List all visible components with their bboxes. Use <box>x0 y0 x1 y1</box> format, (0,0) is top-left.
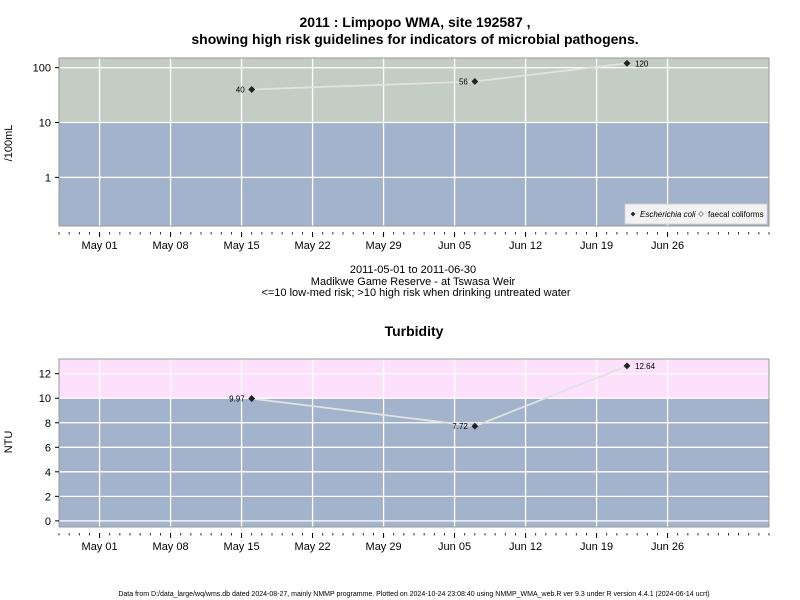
chart2-data-label-0: 9.97 <box>229 395 245 404</box>
risk-guideline-note: <=10 low-med risk; >10 high risk when dr… <box>261 287 570 299</box>
chart1-data-label-1: 56 <box>459 77 468 86</box>
chart2-ytick-label: 12 <box>39 369 51 381</box>
chart2-ytick-label: 8 <box>45 418 51 430</box>
chart2-ylabel: NTU <box>3 431 15 454</box>
chart1-subtitle: showing high risk guidelines for indicat… <box>191 31 638 47</box>
chart2-data-label-2: 12.64 <box>635 362 656 371</box>
chart2-xtick-label: May 08 <box>153 541 189 553</box>
chart2-xtick-label: May 15 <box>224 541 260 553</box>
chart1-xtick-label: Jun 12 <box>509 240 542 252</box>
chart2-data-point-2 <box>623 362 631 370</box>
chart2-data-label-1: 7.72 <box>452 422 468 431</box>
legend-fc-label: faecal coliforms <box>708 210 764 219</box>
chart2-plot-frame <box>58 358 770 528</box>
chart2-xtick-label: Jun 05 <box>438 541 471 553</box>
date-range-note: 2011-05-01 to 2011-06-30 <box>350 264 476 276</box>
chart2-data-point-0 <box>248 395 256 403</box>
chart2-xtick-label: May 01 <box>82 541 118 553</box>
chart2-band-0 <box>59 398 769 527</box>
chart2-ytick-label: 2 <box>45 491 51 503</box>
chart1-data-point-0 <box>248 85 256 94</box>
chart2-ytick-label: 6 <box>45 442 51 454</box>
chart2-xtick-label: Jun 26 <box>651 541 684 553</box>
chart1-band-1 <box>59 58 769 123</box>
chart1-xtick-label: Jun 05 <box>438 240 471 252</box>
turbidity-chart: 0 2 4 6 8 10 12 May 01 May 08 May 15 May 22 May 29 J… <box>39 358 770 553</box>
chart1-xtick-label: May 01 <box>82 240 118 252</box>
chart1-data-label-0: 40 <box>236 85 245 94</box>
footer-note: Data from D:/data_large/wq/wms.db dated … <box>118 591 709 598</box>
chart2-data-point-1 <box>471 422 479 430</box>
chart2-band-1 <box>59 359 769 399</box>
chart1-xtick-label: Jun 19 <box>580 240 613 252</box>
chart1-xtick-label: May 08 <box>153 240 189 252</box>
chart1-xtick-label: May 22 <box>295 240 331 252</box>
chart2-xtick-label: May 29 <box>366 541 402 553</box>
chart2-ytick-label: 10 <box>39 393 51 405</box>
chart1-xtick-label: May 29 <box>366 240 402 252</box>
chart2-xtick-label: May 22 <box>295 541 331 553</box>
chart2-xtick-label: Jun 12 <box>509 541 542 553</box>
site-name-note: Madikwe Game Reserve - at Tswasa Weir <box>311 276 516 288</box>
chart1-title: 2011 : Limpopo WMA, site 192587 , <box>299 14 530 30</box>
legend-ecoli-label: Escherichia coli <box>640 210 696 219</box>
ecoli-chart: 1 10 100 May 01 May 08 May 15 May 22 May 29 Jun … <box>33 57 770 252</box>
chart1-data-label-2: 120 <box>635 59 649 68</box>
chart2-ytick-label: 4 <box>45 467 51 479</box>
chart1-xtick-label: May 15 <box>224 240 260 252</box>
chart1-data-point-1 <box>471 77 479 86</box>
chart1-ytick-label: 10 <box>39 118 51 130</box>
legend-box <box>624 203 768 225</box>
chart2-ytick-label: 0 <box>45 516 51 528</box>
chart1-ytick-label: 1 <box>45 172 51 184</box>
chart1-xtick-label: Jun 26 <box>651 240 684 252</box>
legend-fc-marker <box>698 211 704 217</box>
chart2-xtick-label: Jun 19 <box>580 541 613 553</box>
chart1-ylabel: /100mL <box>3 125 15 162</box>
chart1-data-point-2 <box>623 59 631 67</box>
legend-ecoli-marker <box>630 211 636 217</box>
chart1-ytick-label: 100 <box>33 63 51 75</box>
chart1-plot-frame <box>58 57 770 227</box>
chart2-title: Turbidity <box>385 323 444 339</box>
